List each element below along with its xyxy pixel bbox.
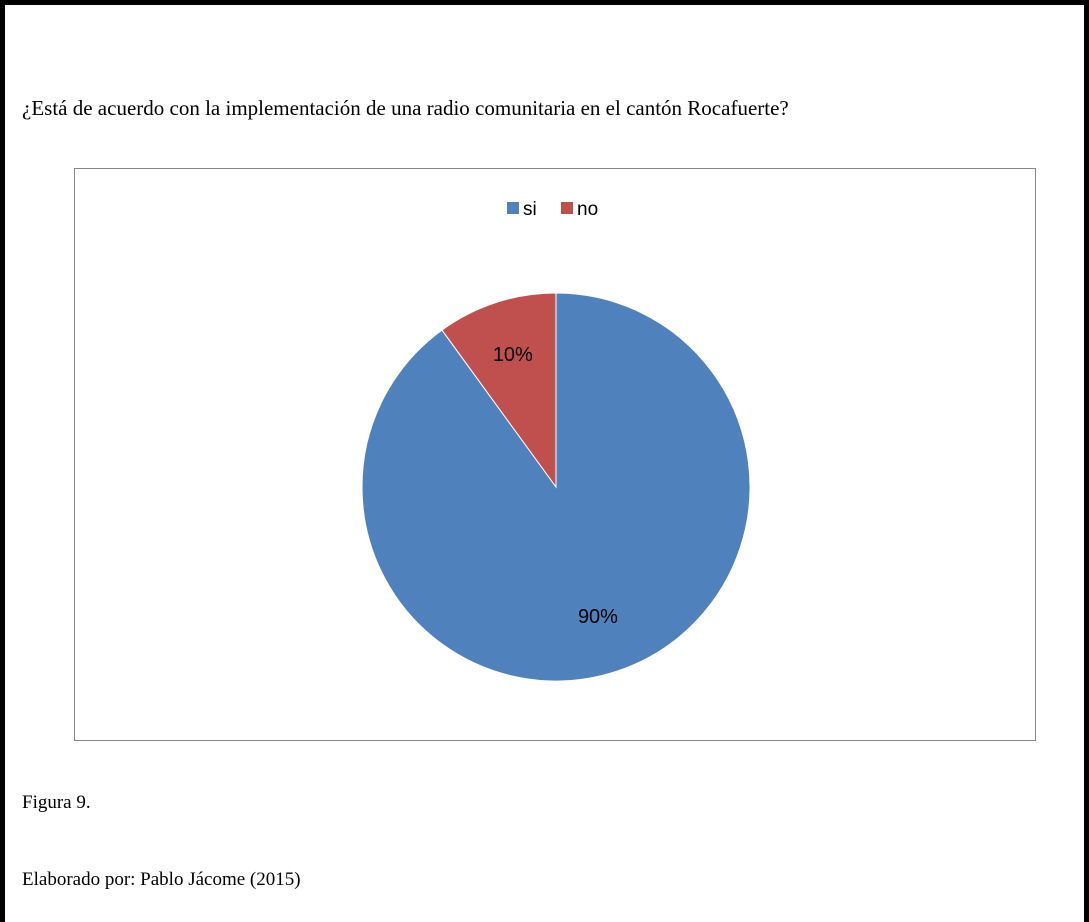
legend-swatch-no bbox=[561, 202, 573, 214]
legend-item-no: no bbox=[561, 199, 598, 220]
author-credit: Elaborado por: Pablo Jácome (2015) bbox=[22, 869, 301, 890]
data-label-no: 10% bbox=[493, 344, 533, 366]
data-label-si: 90% bbox=[578, 606, 618, 628]
pie-slice-no bbox=[441, 292, 557, 489]
legend-label-si: si bbox=[523, 199, 537, 220]
figure-label: Figura 9. bbox=[22, 792, 91, 813]
legend-label-no: no bbox=[577, 199, 598, 220]
legend-item-si: si bbox=[507, 199, 537, 220]
pie-chart: si no 90% 10% bbox=[361, 199, 751, 682]
survey-question: ¿Está de acuerdo con la implementación d… bbox=[22, 96, 789, 120]
pie-chart-area: si no 90% 10% bbox=[74, 168, 1036, 741]
legend-swatch-si bbox=[507, 202, 519, 214]
